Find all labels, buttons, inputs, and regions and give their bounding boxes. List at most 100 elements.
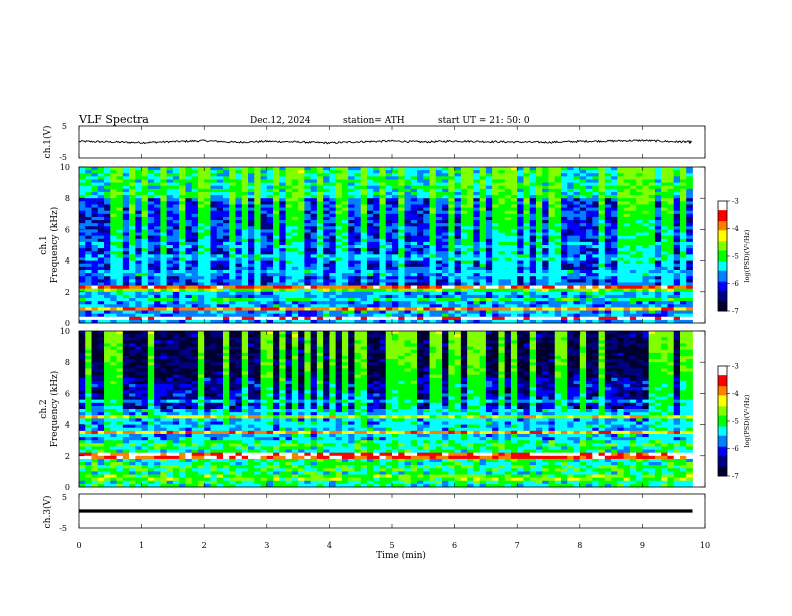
spectrogram-cell bbox=[636, 311, 643, 315]
spectrogram-cell bbox=[179, 189, 186, 193]
spectrogram-cell bbox=[549, 214, 556, 218]
spectrogram-cell bbox=[530, 176, 537, 180]
spectrogram-cell bbox=[135, 304, 142, 308]
spectrogram-cell bbox=[348, 289, 355, 293]
spectrogram-cell bbox=[104, 179, 111, 183]
spectrogram-cell bbox=[348, 211, 355, 215]
spectrogram-cell bbox=[661, 229, 668, 233]
spectrogram-cell bbox=[110, 233, 117, 237]
spectrogram-cell bbox=[605, 214, 612, 218]
spectrogram-cell bbox=[267, 220, 274, 224]
spectrogram-cell bbox=[254, 261, 261, 265]
spectrogram-cell bbox=[530, 261, 537, 265]
spectrogram-cell bbox=[329, 301, 336, 305]
spectrogram-cell bbox=[536, 183, 543, 187]
spectrogram-cell bbox=[85, 201, 92, 205]
spectrogram-cell bbox=[261, 245, 268, 249]
spectrogram-cell bbox=[480, 204, 487, 208]
spectrogram-cell bbox=[273, 317, 280, 321]
spectrogram-cell bbox=[167, 239, 174, 243]
spectrogram-cell bbox=[142, 170, 149, 174]
spectrogram-cell bbox=[317, 261, 324, 265]
spectrogram-cell bbox=[336, 301, 343, 305]
spectrogram-cell bbox=[411, 167, 418, 171]
spectrogram-cell bbox=[592, 267, 599, 271]
spectrogram-cell bbox=[279, 189, 286, 193]
spectrogram-cell bbox=[686, 282, 693, 286]
spectrogram-cell bbox=[135, 254, 142, 258]
spectrogram-cell bbox=[530, 276, 537, 280]
spectrogram-cell bbox=[486, 264, 493, 268]
spectrogram-cell bbox=[204, 198, 211, 202]
spectrogram-cell bbox=[473, 248, 480, 252]
spectrogram-cell bbox=[361, 195, 368, 199]
spectrogram-cell bbox=[674, 282, 681, 286]
spectrogram-cell bbox=[436, 183, 443, 187]
spectrogram-cell bbox=[329, 270, 336, 274]
spectrogram-cell bbox=[411, 264, 418, 268]
spectrogram-cell bbox=[98, 186, 105, 190]
spectrogram-cell bbox=[611, 257, 618, 261]
spectrogram-cell bbox=[655, 276, 662, 280]
spectrogram-cell bbox=[236, 204, 243, 208]
spectrogram-cell bbox=[505, 189, 512, 193]
spectrogram-cell bbox=[160, 301, 167, 305]
spectrogram-cell bbox=[167, 173, 174, 177]
spectrogram-cell bbox=[336, 208, 343, 212]
spectrogram-cell bbox=[417, 223, 424, 227]
spectrogram-cell bbox=[549, 229, 556, 233]
spectrogram-cell bbox=[680, 295, 687, 299]
ch1-ytick-bottom: -5 bbox=[59, 153, 67, 162]
spectrogram-cell bbox=[273, 251, 280, 255]
spectrogram-cell bbox=[486, 217, 493, 221]
spectrogram-cell bbox=[173, 233, 180, 237]
spectrogram-cell bbox=[273, 176, 280, 180]
spectrogram-cell bbox=[223, 183, 230, 187]
spectrogram-cell bbox=[480, 236, 487, 240]
spectrogram-cell bbox=[480, 186, 487, 190]
spectrogram-cell bbox=[154, 239, 161, 243]
spectrogram-cell bbox=[79, 279, 86, 283]
spectrogram-cell bbox=[405, 304, 412, 308]
spectrogram-cell bbox=[142, 229, 149, 233]
spectrogram-cell bbox=[104, 201, 111, 205]
spectrogram-cell bbox=[511, 195, 518, 199]
spectrogram-cell bbox=[329, 292, 336, 296]
spectrogram-cell bbox=[555, 304, 562, 308]
spectrogram-cell bbox=[273, 192, 280, 196]
spectrogram-cell bbox=[636, 186, 643, 190]
spectrogram-cell bbox=[192, 279, 199, 283]
spectrogram-cell bbox=[686, 189, 693, 193]
spectrogram-cell bbox=[348, 183, 355, 187]
spectrogram-cell bbox=[354, 167, 361, 171]
spectrogram-cell bbox=[617, 226, 624, 230]
spectrogram-cell bbox=[430, 201, 437, 205]
spectrogram-cell bbox=[142, 314, 149, 318]
spectrogram-cell bbox=[342, 292, 349, 296]
spectrogram-cell bbox=[261, 195, 268, 199]
spectrogram-cell bbox=[430, 279, 437, 283]
spectrogram-cell bbox=[292, 217, 299, 221]
spectrogram-cell bbox=[348, 204, 355, 208]
spectrogram-cell bbox=[567, 317, 574, 321]
spectrogram-cell bbox=[542, 286, 549, 290]
spectrogram-cell bbox=[279, 167, 286, 171]
spectrogram-cell bbox=[567, 208, 574, 212]
spectrogram-cell bbox=[317, 176, 324, 180]
spectrogram-cell bbox=[586, 179, 593, 183]
spectrogram-cell bbox=[405, 267, 412, 271]
spectrogram-cell bbox=[248, 173, 255, 177]
spectrogram-cell bbox=[210, 201, 217, 205]
spectrogram-cell bbox=[210, 170, 217, 174]
spectrogram-cell bbox=[298, 298, 305, 302]
spectrogram-cell bbox=[624, 220, 631, 224]
spectrogram-cell bbox=[148, 282, 155, 286]
spectrogram-cell bbox=[236, 295, 243, 299]
spectrogram-cell bbox=[567, 183, 574, 187]
spectrogram-cell bbox=[536, 301, 543, 305]
spectrogram-cell bbox=[317, 270, 324, 274]
spectrogram-cell bbox=[386, 198, 393, 202]
spectrogram-cell bbox=[361, 251, 368, 255]
spectrogram-cell bbox=[442, 236, 449, 240]
spectrogram-cell bbox=[160, 251, 167, 255]
